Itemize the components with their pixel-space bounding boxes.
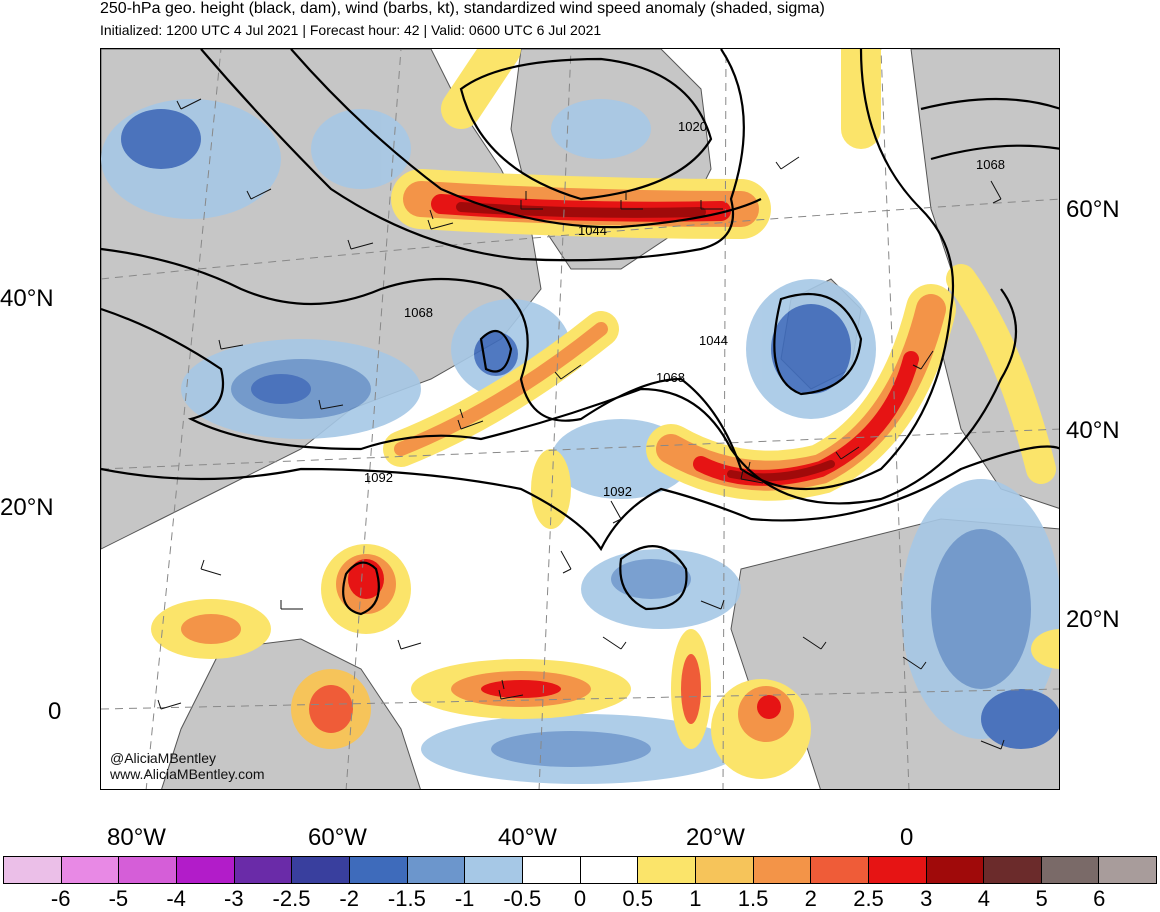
colorbar-tick-label: 6: [1093, 886, 1106, 911]
colorbar: [3, 856, 1157, 884]
negative-anomaly-shading: [101, 99, 1059, 784]
map-subtitle: Initialized: 1200 UTC 4 Jul 2021 | Forec…: [100, 22, 602, 38]
colorbar-swatch: [1041, 857, 1100, 883]
lon-label: 20°W: [686, 824, 745, 851]
lon-label: 80°W: [107, 824, 166, 851]
colorbar-swatch: [349, 857, 408, 883]
colorbar-swatch: [926, 857, 985, 883]
colorbar-tick-label: -1: [454, 886, 475, 911]
lon-label: 0: [900, 824, 914, 851]
tropical-anomaly-shading: [151, 449, 1059, 779]
contour-labels: 1020 1044 1068 1044 1068 1092 1092 1068: [364, 119, 1005, 499]
colorbar-swatch: [61, 857, 120, 883]
colorbar-tick-label: 2.5: [853, 886, 884, 911]
colorbar-swatch: [465, 857, 523, 883]
lon-label: 40°W: [498, 824, 557, 851]
contour-label: 1092: [603, 484, 632, 499]
lat-label-left: 0: [48, 698, 62, 725]
colorbar-tick-label: 3: [920, 886, 933, 911]
colorbar-swatch: [984, 857, 1042, 883]
colorbar-tick-label: 2: [804, 886, 817, 911]
colorbar-swatch: [522, 857, 581, 883]
colorbar-swatch: [1099, 857, 1157, 883]
colorbar-tick-label: -4: [166, 886, 186, 911]
colorbar-tick-label: -2: [339, 886, 359, 911]
colorbar-tick-label: -1.5: [387, 886, 426, 911]
colorbar-swatch: [638, 857, 696, 883]
contour-label: 1044: [578, 223, 607, 238]
map-title: 250-hPa geo. height (black, dam), wind (…: [100, 0, 825, 17]
lat-label-right: 20°N: [1066, 606, 1120, 633]
colorbar-tick-label: -0.5: [503, 886, 542, 911]
colorbar-tick-label: 5: [1035, 886, 1048, 911]
contour-label: 1092: [364, 470, 393, 485]
lat-label-left: 20°N: [0, 494, 54, 521]
credit-website[interactable]: www.AliciaMBentley.com: [110, 766, 265, 782]
colorbar-tick-label: 1.5: [737, 886, 769, 911]
colorbar-swatch: [4, 857, 62, 883]
colorbar-swatch: [234, 857, 293, 883]
lon-label: 60°W: [308, 824, 367, 851]
colorbar-swatch: [811, 857, 869, 883]
contour-label: 1044: [699, 333, 728, 348]
map-canvas: 1020 1044 1068 1044 1068 1092 1092 1068: [101, 49, 1059, 789]
colorbar-swatch: [868, 857, 927, 883]
colorbar-tick-label: -2.5: [272, 886, 311, 911]
land-layer: [101, 49, 1059, 789]
lat-label-right: 60°N: [1066, 196, 1120, 223]
wind-barbs: [157, 98, 1005, 750]
contour-label: 1068: [976, 157, 1005, 172]
colorbar-tick-label: 0: [573, 886, 587, 911]
colorbar-tick-label: -3: [224, 886, 244, 911]
map-panel: 1020 1044 1068 1044 1068 1092 1092 1068: [100, 48, 1060, 790]
colorbar-swatch: [695, 857, 754, 883]
colorbar-swatch: [119, 857, 177, 883]
height-contours: [101, 49, 1059, 616]
lat-label-left: 40°N: [0, 285, 54, 312]
colorbar-swatch: [292, 857, 350, 883]
colorbar-tick-label: 4: [977, 886, 991, 911]
contour-label: 1068: [404, 305, 433, 320]
contour-label: 1020: [678, 119, 707, 134]
credit-handle: @AliciaMBentley: [110, 750, 217, 766]
colorbar-swatch: [580, 857, 639, 883]
colorbar-tick-label: 0.5: [622, 886, 653, 911]
colorbar-swatch: [176, 857, 235, 883]
colorbar-swatch: [753, 857, 812, 883]
colorbar-tick-label: -5: [108, 886, 129, 911]
colorbar-tick-label: 1: [689, 886, 702, 911]
positive-anomaly-shading: [383, 49, 1056, 501]
colorbar-tick-label: -6: [50, 886, 71, 911]
lat-label-right: 40°N: [1066, 417, 1120, 444]
contour-label: 1068: [656, 370, 685, 385]
colorbar-swatch: [407, 857, 466, 883]
